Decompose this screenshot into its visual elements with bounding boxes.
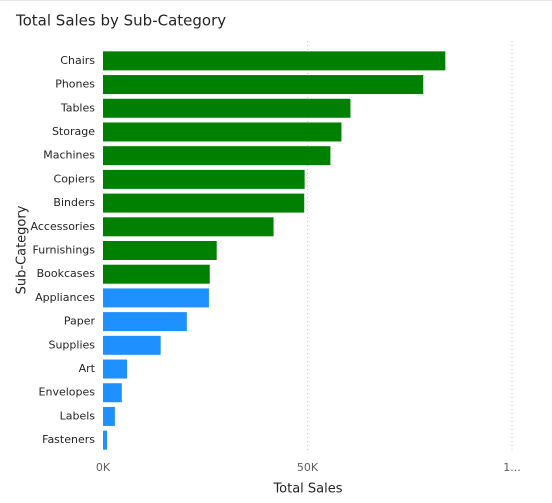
bar — [103, 359, 128, 379]
y-tick-label: Art — [79, 362, 96, 375]
y-tick-label: Binders — [53, 196, 95, 209]
bar — [103, 312, 187, 332]
bar — [103, 98, 351, 118]
y-tick-label: Bookcases — [37, 267, 96, 280]
bar — [103, 75, 424, 95]
bar — [103, 146, 331, 166]
y-tick-label: Fasteners — [42, 433, 95, 446]
bar — [103, 335, 161, 355]
y-tick-label: Chairs — [60, 54, 95, 67]
chart-title: Total Sales by Sub-Category — [15, 12, 226, 30]
bar — [103, 430, 108, 450]
x-tick-label: 1... — [503, 461, 521, 474]
y-tick-label: Envelopes — [39, 386, 96, 399]
bar — [103, 288, 209, 308]
bar — [103, 241, 217, 260]
bar — [103, 51, 446, 71]
y-tick-label: Tables — [60, 101, 95, 114]
y-tick-label: Accessories — [31, 220, 96, 233]
bar — [103, 217, 274, 237]
bar — [103, 122, 342, 142]
y-tick-label: Machines — [43, 149, 95, 162]
bar — [103, 383, 122, 403]
y-tick-label: Storage — [52, 125, 95, 138]
y-tick-label: Appliances — [35, 291, 95, 304]
y-tick-label: Labels — [60, 409, 96, 422]
x-axis-title: Total Sales — [272, 482, 342, 497]
bar — [103, 264, 210, 284]
bar — [103, 169, 305, 189]
y-tick-label: Copiers — [54, 172, 96, 185]
y-tick-label: Phones — [55, 78, 95, 91]
bar — [103, 193, 305, 213]
bar — [103, 406, 115, 426]
y-tick-label: Furnishings — [33, 244, 96, 257]
x-tick-label: 0K — [96, 461, 111, 474]
x-tick-label: 50K — [297, 461, 319, 474]
y-tick-label: Paper — [64, 315, 96, 328]
y-axis-title: Sub-Category — [15, 205, 30, 294]
y-tick-label: Supplies — [48, 338, 95, 351]
